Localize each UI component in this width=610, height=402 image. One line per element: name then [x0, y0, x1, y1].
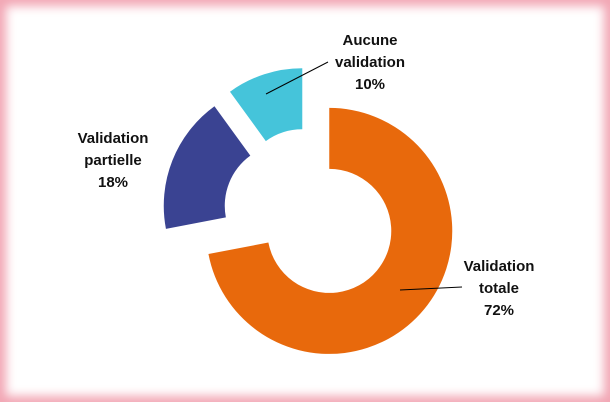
- donut-slice: [163, 106, 251, 229]
- slice-name: Validation partielle: [77, 130, 149, 169]
- slice-label: Validation totale 72%: [444, 256, 554, 322]
- slice-value: 72%: [483, 302, 515, 319]
- donut-slice: [208, 107, 453, 354]
- leader-line: [265, 61, 329, 95]
- slice-label: Aucune validation 10%: [315, 30, 425, 96]
- slice-name: Validation totale: [463, 258, 535, 297]
- donut-slice: [229, 68, 303, 142]
- slice-name: Aucune validation: [334, 32, 405, 71]
- slice-value: 10%: [354, 76, 386, 93]
- slice-label: Validation partielle 18%: [58, 128, 168, 194]
- leader-line: [399, 286, 463, 291]
- slice-value: 18%: [97, 174, 129, 191]
